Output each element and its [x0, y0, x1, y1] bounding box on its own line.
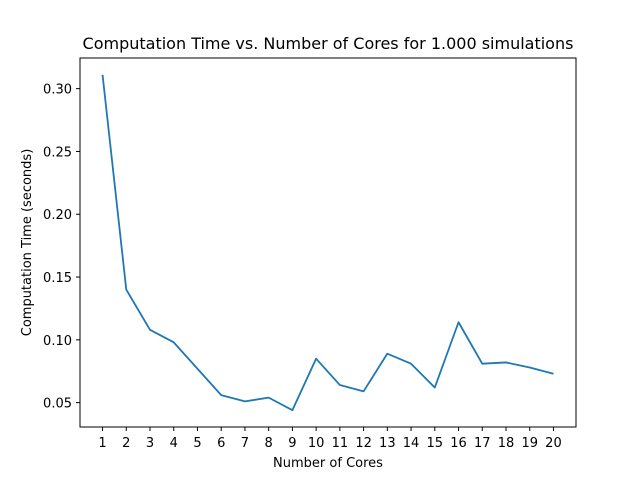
x-tick-label: 1 — [98, 436, 106, 451]
series-line-0 — [101, 74, 554, 412]
x-tick-label: 15 — [427, 436, 444, 451]
x-tick-label: 14 — [403, 436, 420, 451]
x-tick-label: 2 — [122, 436, 130, 451]
y-axis-label: Computation Time (seconds) — [20, 149, 35, 337]
x-tick-label: 5 — [193, 436, 201, 451]
x-tick-label: 4 — [170, 436, 178, 451]
x-tick-label: 18 — [498, 436, 515, 451]
x-tick-label: 19 — [521, 436, 538, 451]
x-tick-label: 8 — [265, 436, 273, 451]
y-tick-label: 0.20 — [43, 208, 72, 223]
y-axis: 0.05 0.10 0.15 0.20 0.25 0.30 — [43, 83, 80, 412]
y-tick-label: 0.15 — [43, 271, 72, 286]
x-tick-label: 7 — [241, 436, 249, 451]
x-tick-label: 17 — [474, 436, 491, 451]
x-tick-label: 16 — [450, 436, 467, 451]
axes-frame — [79, 57, 577, 428]
y-tick-label: 0.25 — [43, 145, 72, 160]
x-tick-label: 3 — [146, 436, 154, 451]
x-tick-label: 12 — [355, 436, 372, 451]
plot-area — [101, 74, 554, 412]
x-tick-label: 9 — [288, 436, 296, 451]
y-tick-label: 0.05 — [43, 397, 72, 412]
x-tick-label: 6 — [217, 436, 225, 451]
x-tick-label: 13 — [379, 436, 396, 451]
x-tick-label: 11 — [332, 436, 349, 451]
y-tick-label: 0.30 — [43, 83, 72, 98]
x-tick-label: 10 — [308, 436, 325, 451]
chart-title: Computation Time vs. Number of Cores for… — [83, 34, 574, 53]
x-axis: 1 2 3 4 5 6 7 8 9 10 11 12 13 14 15 16 17 18 19 20 — [98, 427, 562, 451]
x-tick-label: 20 — [545, 436, 562, 451]
y-tick-label: 0.10 — [43, 334, 72, 349]
x-axis-label: Number of Cores — [273, 456, 383, 471]
